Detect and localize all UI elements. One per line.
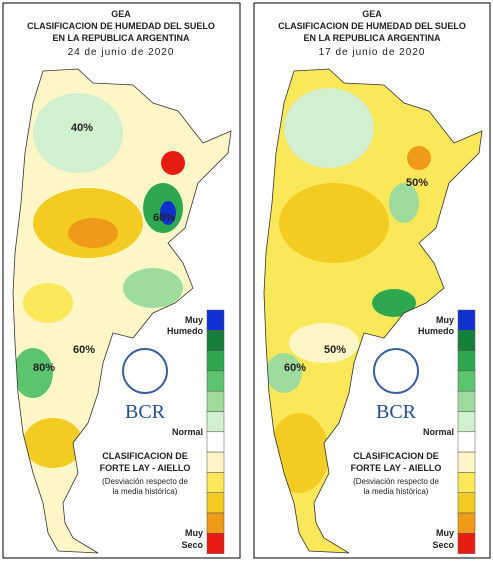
legend-label: Muy [436,315,454,325]
date: 17 de junio de 2020 [319,47,426,58]
legend-swatch [206,330,225,351]
legend-label: Muy [436,528,454,538]
legend-swatch [457,472,476,493]
org: GEA [111,9,131,19]
legend-swatch [457,411,476,433]
legend-swatch [457,492,476,514]
legend-label: Seco [432,540,454,550]
legend-swatch [206,390,225,412]
legend-swatch [457,431,476,453]
legend-label: Normal [423,427,454,437]
legend-label: Muy [185,528,203,538]
legend-swatch [206,431,225,453]
title: EN LA REPUBLICA ARGENTINA [53,33,191,43]
legend-swatch [206,512,225,534]
legend-swatch [457,309,476,331]
contour-label: 60% [153,212,175,224]
legend-label: Seco [181,540,203,550]
title: CLASIFICACION DE HUMEDAD DEL SUELO [278,21,466,31]
org: GEA [362,9,382,19]
method: CLASIFICACION DE [102,451,188,461]
legend-swatch [457,350,476,372]
legend-swatch [457,390,476,412]
legend-label: Humedo [418,326,455,336]
legend-swatch [206,451,225,473]
legend-swatch [206,411,225,433]
method: CLASIFICACION DE [353,451,439,461]
panel: GEA CLASIFICACION DE HUMEDAD DEL SUELO EN … [2,2,241,559]
legend-swatch [457,512,476,534]
date: 24 de junio de 2020 [68,47,175,58]
legend-swatch [206,370,225,392]
method: FORTE LAY - AIELLO [351,463,442,473]
panel: GEA CLASIFICACION DE HUMEDAD DEL SUELO EN … [253,2,491,559]
legend-swatch [206,472,225,493]
legend-swatch [457,533,476,554]
note: (Desviación respecto de [102,477,188,486]
legend-label: Normal [172,427,203,437]
legend-swatch [457,451,476,473]
title: CLASIFICACION DE HUMEDAD DEL SUELO [27,21,215,31]
legend-swatch [457,370,476,392]
logo: BCR [125,401,166,423]
contour-label: 80% [33,362,55,374]
legend-label: Muy [185,315,203,325]
legend-swatch [206,533,225,554]
logo-seal [122,348,168,394]
note: la media histórica) [364,487,429,496]
contour-label: 60% [284,362,306,374]
legend-swatch [206,492,225,514]
map [13,69,231,553]
note: (Desviación respecto de [353,477,439,486]
contour-label: 50% [324,344,346,356]
legend-label: Humedo [167,326,204,336]
logo-seal [373,348,419,394]
contour-label: 40% [71,122,93,134]
title: EN LA REPUBLICA ARGENTINA [304,33,442,43]
legend-swatch [457,330,476,351]
legend-swatch [206,309,225,331]
method: FORTE LAY - AIELLO [100,463,191,473]
logo: BCR [376,401,417,423]
contour-label: 50% [406,177,428,189]
note: la media histórica) [113,487,178,496]
legend-swatch [206,350,225,372]
contour-label: 60% [73,344,95,356]
